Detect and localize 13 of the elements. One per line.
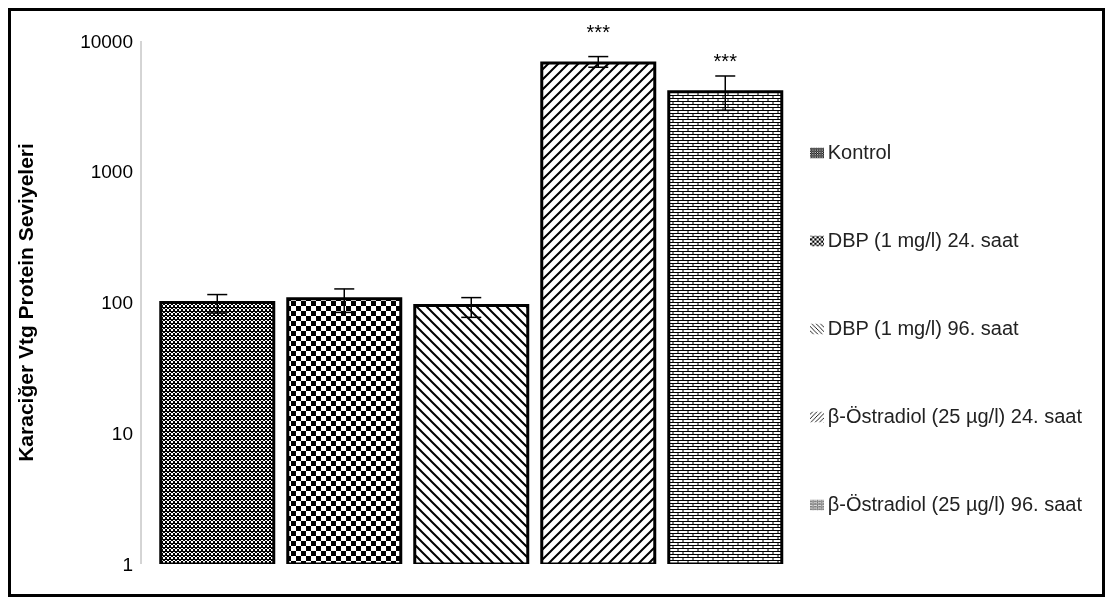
legend-label: DBP (1 mg/l) 24. saat (827, 228, 1019, 251)
data-label: *** (586, 20, 611, 43)
y-tick-label: 10 (111, 422, 133, 444)
legend-label: DBP (1 mg/l) 96. saat (827, 316, 1019, 339)
y-tick-label: 10000 (80, 30, 133, 52)
y-tick-label: 1000 (90, 161, 133, 183)
y-tick-label: 100 (101, 292, 133, 314)
legend-label: Kontrol (827, 140, 892, 163)
y-axis-title: Karaciğer Vtg Protein Seviyeleri (14, 143, 38, 462)
legend-label: β-Östradiol (25 µg/l) 96. saat (827, 492, 1082, 515)
legend-label: β-Östradiol (25 µg/l) 24. saat (827, 404, 1082, 427)
data-label: *** (713, 49, 738, 72)
y-tick-label: 1 (122, 553, 133, 575)
